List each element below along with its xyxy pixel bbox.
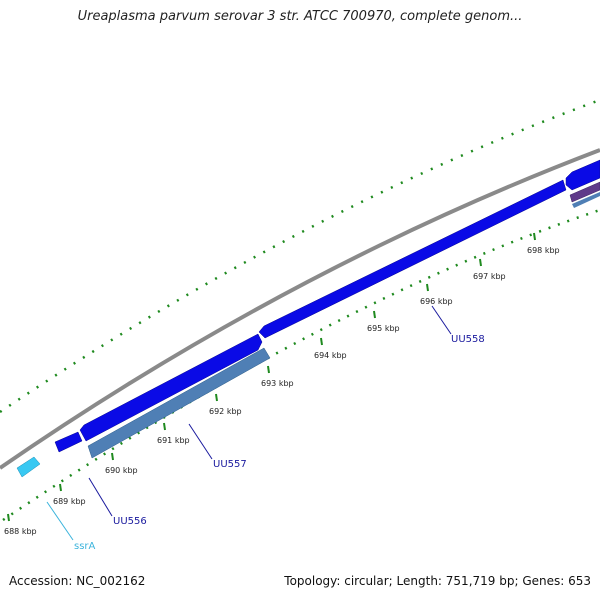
major-tick <box>320 337 323 346</box>
tick-label: 694 kbp <box>314 351 347 360</box>
gene-label-uu557[interactable]: UU557 <box>213 459 247 470</box>
gene-arrow-5[interactable] <box>569 181 600 203</box>
major-tick <box>373 310 376 319</box>
tick-label: 693 kbp <box>261 379 294 388</box>
tick-label: 691 kbp <box>157 436 190 445</box>
gene-label-uu556[interactable]: UU556 <box>113 516 147 527</box>
tick-label: 697 kbp <box>473 272 506 281</box>
tick-label: 695 kbp <box>367 324 400 333</box>
major-tick <box>7 513 10 522</box>
gene-label-ssra[interactable]: ssrA <box>74 541 96 552</box>
cds-arrow-4[interactable] <box>565 159 600 191</box>
tick-label: 692 kbp <box>209 407 242 416</box>
major-tick <box>479 258 482 267</box>
tick-label: 688 kbp <box>4 527 37 536</box>
major-tick <box>426 283 429 292</box>
accession-label: Accession: NC_002162 <box>9 574 146 588</box>
gene-arrow-6[interactable] <box>572 192 600 208</box>
uu557-leader <box>188 423 213 460</box>
tick-marks <box>7 232 536 522</box>
uu556-leader <box>88 477 113 517</box>
tick-label: 696 kbp <box>420 297 453 306</box>
tick-label: 698 kbp <box>527 246 560 255</box>
position-ring-inner <box>2 208 600 522</box>
major-tick <box>267 365 270 374</box>
major-tick <box>215 393 218 402</box>
cds-arrow-3[interactable] <box>258 179 567 339</box>
gene-label-uu558[interactable]: UU558 <box>451 334 485 345</box>
ssra-leader <box>46 501 74 541</box>
position-ring-outer <box>0 98 600 414</box>
cds-arrow-1[interactable] <box>54 431 83 453</box>
major-tick <box>533 232 536 241</box>
cds-arrow-2[interactable] <box>79 333 263 442</box>
major-tick <box>111 452 114 461</box>
major-tick <box>59 483 62 492</box>
major-tick <box>163 422 166 431</box>
genome-backbone <box>0 148 600 470</box>
tick-label: 690 kbp <box>105 466 138 475</box>
map-title: Ureaplasma parvum serovar 3 str. ATCC 70… <box>77 9 523 24</box>
genome-summary: Topology: circular; Length: 751,719 bp; … <box>284 574 591 588</box>
tmrna-arrow-ssra[interactable] <box>16 456 41 478</box>
uu558-leader <box>431 305 452 335</box>
tick-label: 689 kbp <box>53 497 86 506</box>
gene-arrow-uu557[interactable] <box>87 347 271 459</box>
